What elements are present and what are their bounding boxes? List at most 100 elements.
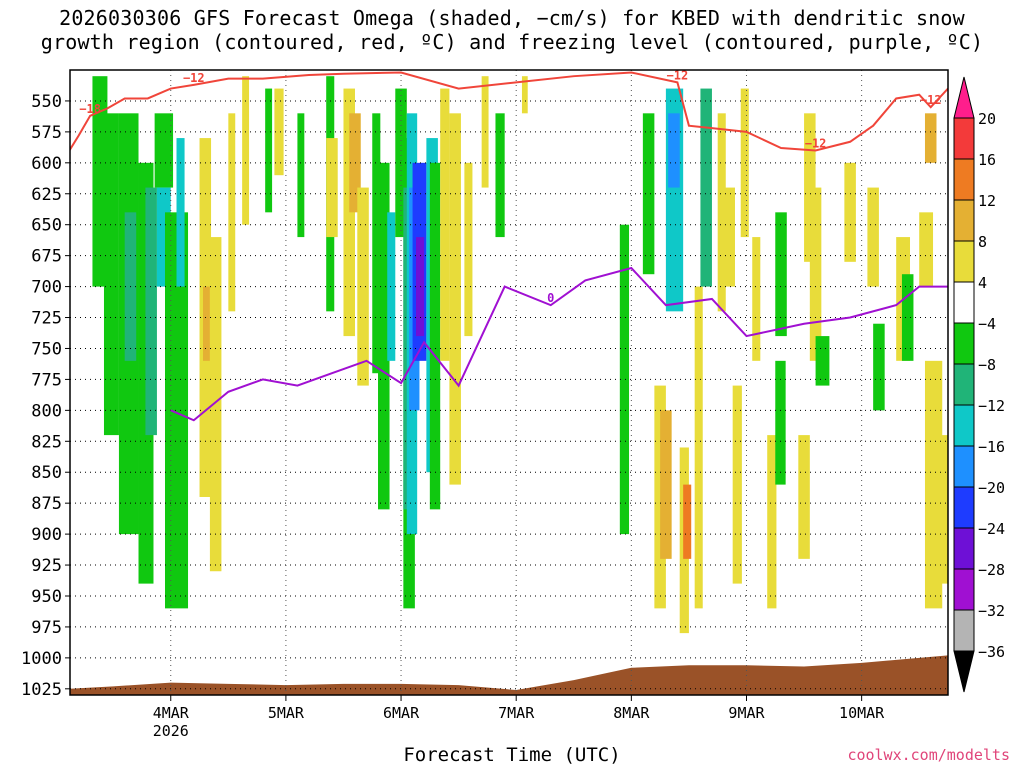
omega-shade-23 [372, 113, 381, 374]
contour-label-1-0: 0 [547, 291, 554, 305]
omega-shade-61 [809, 187, 822, 361]
omega-shade-52 [723, 187, 735, 287]
contour-label-0-4: −12 [805, 136, 827, 150]
omega-shade-68 [919, 212, 934, 287]
y-tick-label-850: 850 [31, 463, 62, 483]
omega-shade-16 [274, 88, 284, 176]
colorbar-swatch-8 [953, 404, 975, 447]
colorbar-label-5: −4 [978, 315, 996, 333]
colorbar-swatch-9 [953, 445, 975, 488]
y-tick-label-950: 950 [31, 587, 62, 607]
colorbar-swatch-6 [953, 322, 975, 365]
y-tick-label-1025: 1025 [21, 680, 62, 700]
colorbar-label-4: 4 [978, 274, 987, 292]
omega-shade-36 [449, 113, 461, 485]
y-tick-label-925: 925 [31, 556, 62, 576]
colorbar-label-3: 8 [978, 233, 987, 251]
omega-shade-13 [228, 113, 236, 312]
omega-shade-50 [700, 88, 712, 287]
omega-shade-25 [387, 212, 396, 361]
y-tick-label-775: 775 [31, 370, 62, 390]
omega-shade-60 [804, 113, 816, 262]
omega-shade-62 [815, 336, 830, 386]
y-tick-label-725: 725 [31, 309, 62, 329]
colorbar-label-1: 16 [978, 151, 996, 169]
omega-shade-58 [775, 360, 786, 485]
y-tick-label-575: 575 [31, 123, 62, 143]
colorbar-label-2: 12 [978, 192, 996, 210]
omega-shade-22 [357, 187, 369, 386]
terrain-area [70, 655, 948, 695]
contour-label-0-3: −12 [667, 68, 689, 82]
colorbar-label-13: −36 [978, 643, 1005, 661]
x-tick-label-6MAR: 6MAR [383, 704, 420, 722]
omega-shade-70 [933, 435, 948, 584]
plot-area: −18 −12 −12 −12 −12 −12 0 [69, 58, 949, 696]
y-tick-label-800: 800 [31, 401, 62, 421]
colorbar-swatch-10 [953, 486, 975, 529]
colorbar-label-0: 20 [978, 110, 996, 128]
omega-shade-0 [92, 76, 108, 287]
omega-shade-65 [873, 323, 885, 411]
colorbar-swatch-4 [953, 240, 975, 283]
omega-shade-71 [924, 113, 937, 163]
colorbar-label-6: −8 [978, 356, 996, 374]
colorbar: 20 16 12 8 4 −4 −8 −12 −16 −20 −24 −28 −32 −36 [953, 76, 1005, 693]
omega-shade-56 [767, 435, 777, 609]
pressure-axis: 550 575 600 625 650 675 700 725 750 775 800 825 850 8… [21, 92, 70, 700]
y-tick-label-875: 875 [31, 494, 62, 514]
y-tick-label-750: 750 [31, 339, 62, 359]
contour-label-0-2: −12 [390, 58, 412, 72]
colorbar-label-10: −24 [978, 520, 1005, 538]
y-tick-label-600: 600 [31, 154, 62, 174]
omega-shade-57 [775, 212, 787, 337]
x-tick-label-7MAR: 7MAR [498, 704, 535, 722]
colorbar-swatch-5 [953, 281, 975, 324]
omega-shade-6 [145, 187, 157, 436]
omega-shade-48 [683, 484, 692, 559]
chart-title: 2026030306 GFS Forecast Omega (shaded, −… [0, 6, 1024, 54]
omega-shade-39 [495, 113, 505, 238]
omega-shade-24 [378, 162, 390, 510]
plot-frame [69, 69, 949, 696]
x-tick-label-8MAR: 8MAR [613, 704, 650, 722]
omega-shade-15 [265, 88, 273, 213]
omega-shade-26 [395, 88, 407, 238]
contour-lines: −18 −12 −12 −12 −12 −12 0 [70, 58, 948, 422]
omega-shade-41 [619, 224, 630, 535]
y-tick-label-700: 700 [31, 278, 62, 298]
contour-label-0-0: −18 [79, 102, 101, 116]
x-tick-sublabel-4MAR: 2026 [153, 722, 189, 740]
colorbar-swatch-12 [953, 568, 975, 611]
colorbar-label-12: −32 [978, 602, 1005, 620]
omega-shade-59 [798, 435, 810, 559]
omega-shade-37 [464, 162, 473, 337]
omega-shade-11 [202, 286, 210, 361]
omega-shade-34 [429, 162, 441, 510]
omega-shade-54 [740, 88, 749, 238]
omega-shade-55 [752, 237, 761, 361]
omega-shade-4 [154, 113, 174, 188]
omega-shade-19 [326, 138, 338, 238]
contour-label-0-1: −12 [183, 71, 205, 85]
colorbar-label-8: −16 [978, 438, 1005, 456]
colorbar-swatch-2 [953, 158, 975, 201]
colorbar-swatch-7 [953, 363, 975, 406]
omega-shade-49 [694, 286, 703, 609]
colorbar-swatch-3 [953, 199, 975, 242]
x-tick-label-5MAR: 5MAR [268, 704, 305, 722]
y-tick-label-1000: 1000 [21, 649, 62, 669]
terrain-fill [70, 655, 948, 695]
chart-title-line-1: 2026030306 GFS Forecast Omega (shaded, −… [59, 6, 965, 30]
omega-shade-8 [164, 212, 189, 609]
freezing-contour [170, 266, 948, 422]
x-axis-title: Forecast Time (UTC) [403, 744, 621, 766]
colorbar-swatch-11 [953, 527, 975, 570]
colorbar-label-7: −12 [978, 397, 1005, 415]
y-tick-label-900: 900 [31, 525, 62, 545]
omega-shade-17 [297, 113, 305, 238]
y-tick-label-650: 650 [31, 216, 62, 236]
omega-shade-44 [660, 410, 672, 559]
omega-shade-67 [901, 274, 914, 361]
colorbar-swatch-1 [953, 117, 975, 160]
